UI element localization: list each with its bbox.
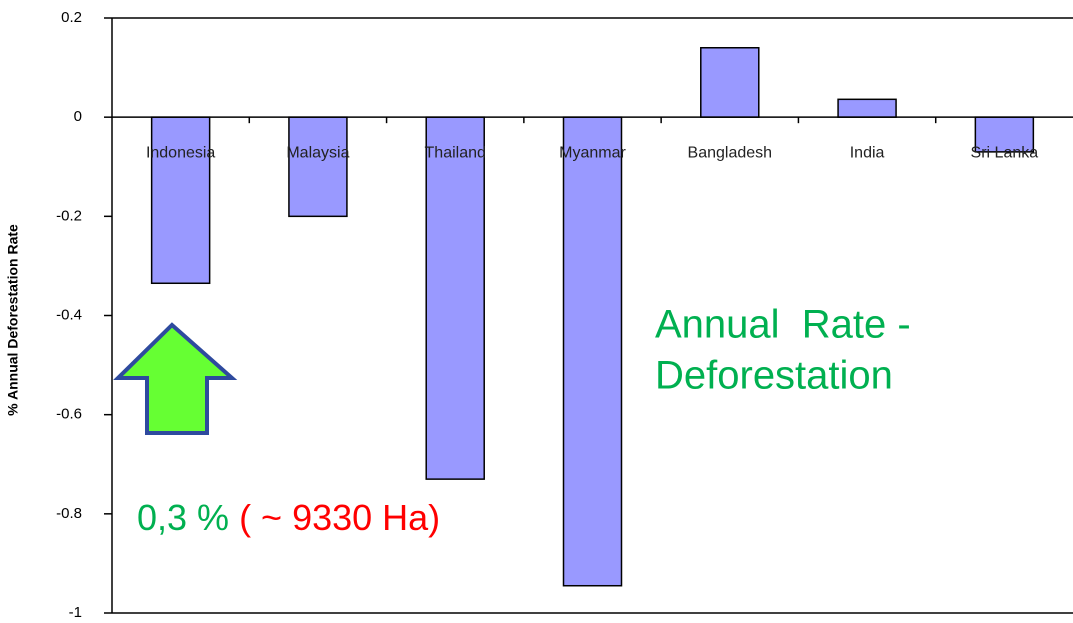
bar xyxy=(150,116,211,285)
arrow xyxy=(113,322,238,435)
x-tick-label: Bangladesh xyxy=(688,144,773,161)
y-tick-label: -0.4 xyxy=(56,306,82,323)
x-tick-label: India xyxy=(850,144,885,161)
bar xyxy=(837,98,897,118)
y-axis-label: % Annual Deforestation Rate xyxy=(5,224,21,416)
y-tick-label: -0.8 xyxy=(56,505,82,522)
y-tick-label: -0.2 xyxy=(56,207,82,224)
annotation: Annual Rate - xyxy=(655,303,911,347)
annotation-part: ( ~ 9330 Ha) xyxy=(239,497,440,538)
x-tick-label: Sri Lanka xyxy=(971,144,1039,161)
y-tick-label: 0 xyxy=(74,108,82,125)
bar xyxy=(700,47,760,118)
x-tick-label: Thailand xyxy=(425,144,486,161)
bar xyxy=(288,116,348,218)
x-tick-label: Indonesia xyxy=(146,144,215,161)
y-tick-label: 0.2 xyxy=(61,9,82,26)
y-tick-label: -1 xyxy=(69,604,82,621)
bar xyxy=(562,116,623,587)
annotation: 0,3 %( ~ 9330 Ha) xyxy=(137,497,440,538)
x-tick-label: Malaysia xyxy=(286,144,349,161)
bar xyxy=(425,116,485,480)
annotation-part: 0,3 % xyxy=(137,497,229,538)
y-tick-label: -0.6 xyxy=(56,406,82,423)
x-tick-label: Myanmar xyxy=(559,144,626,161)
annotation: Deforestation xyxy=(655,354,893,398)
